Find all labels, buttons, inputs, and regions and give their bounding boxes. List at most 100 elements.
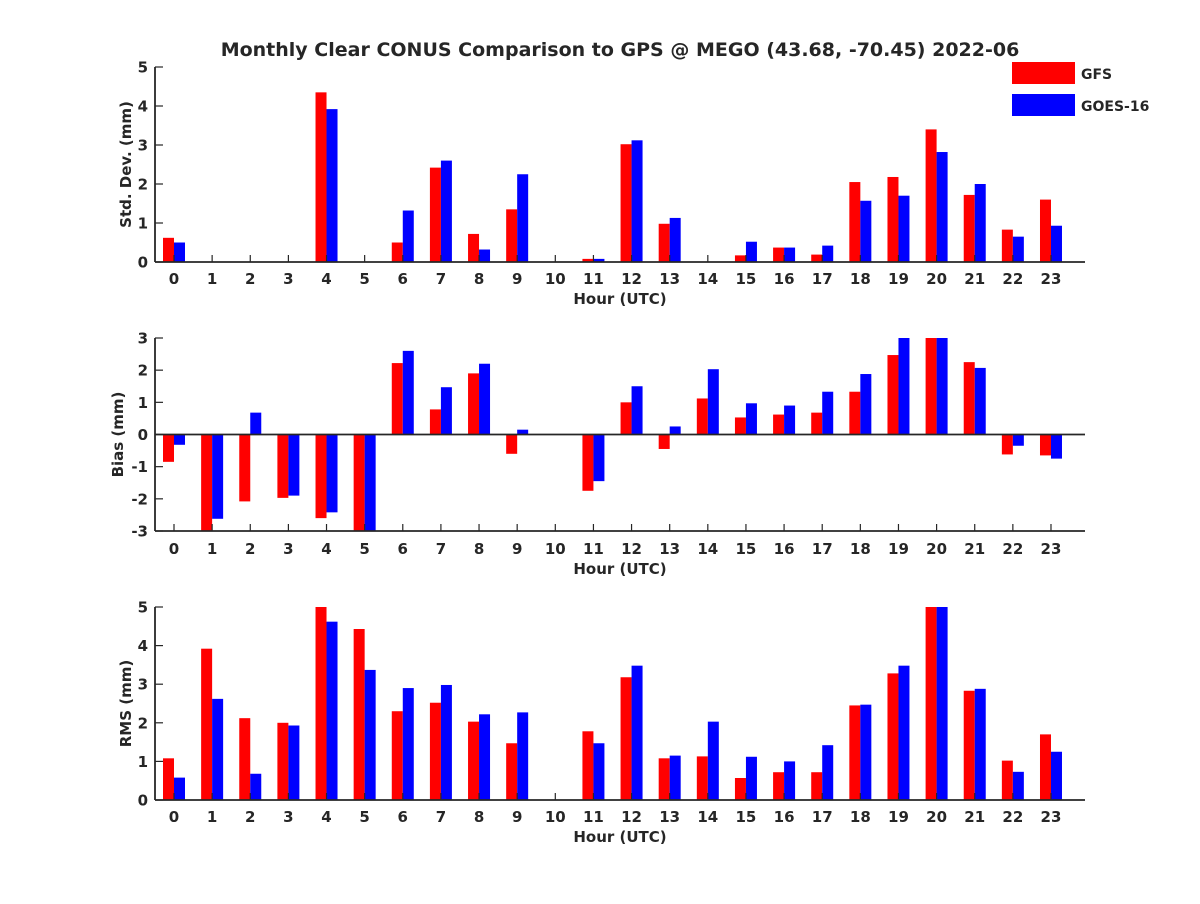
bar-goes16-hour-8 [479, 363, 491, 435]
bar-gfs-hour-2 [239, 434, 251, 502]
bar-gfs-hour-0 [163, 237, 174, 262]
x-tick-label: 9 [512, 540, 522, 558]
bar-gfs-hour-23 [1039, 199, 1051, 262]
bar-goes16-hour-11 [593, 743, 605, 800]
x-tick-label: 5 [359, 270, 369, 288]
x-tick-label: 4 [321, 808, 331, 826]
y-tick-label: 2 [138, 176, 148, 194]
x-tick-label: 2 [245, 270, 255, 288]
bar-goes16-hour-19 [898, 195, 910, 262]
bar-goes16-hour-18 [860, 704, 872, 800]
x-tick-label: 15 [736, 270, 757, 288]
bar-goes16-hour-19 [898, 665, 910, 800]
bar-goes16-hour-18 [860, 374, 872, 435]
x-tick-label: 20 [926, 540, 947, 558]
bar-gfs-hour-8 [468, 373, 480, 435]
y-tick-label: 0 [138, 254, 148, 272]
x-tick-label: 20 [926, 270, 947, 288]
x-tick-label: 0 [169, 540, 179, 558]
y-tick-label: -1 [131, 458, 148, 476]
bar-goes16-hour-1 [212, 434, 224, 519]
x-tick-label: 5 [359, 540, 369, 558]
x-tick-label: 0 [169, 270, 179, 288]
bar-gfs-hour-4 [315, 434, 327, 519]
y-axis-label: RMS (mm) [117, 660, 135, 747]
x-tick-label: 10 [545, 808, 566, 826]
y-tick-label: 3 [138, 137, 148, 155]
bar-gfs-hour-12 [620, 144, 632, 262]
bar-goes16-hour-3 [288, 725, 300, 800]
bar-gfs-hour-20 [925, 129, 937, 262]
bar-gfs-hour-14 [696, 398, 708, 435]
bar-goes16-hour-2 [250, 412, 262, 435]
bar-gfs-hour-9 [506, 209, 518, 262]
bar-goes16-hour-6 [402, 688, 414, 800]
x-tick-label: 12 [621, 808, 642, 826]
x-tick-label: 3 [283, 808, 293, 826]
bar-gfs-hour-20 [925, 338, 937, 435]
bar-gfs-hour-2 [239, 718, 251, 800]
bar-goes16-hour-5 [364, 434, 376, 531]
x-tick-label: 11 [583, 270, 604, 288]
x-tick-label: 14 [697, 270, 718, 288]
bar-gfs-hour-11 [582, 731, 594, 800]
x-tick-label: 8 [474, 540, 484, 558]
bar-gfs-hour-23 [1039, 734, 1051, 800]
bar-goes16-hour-5 [364, 669, 376, 800]
x-tick-label: 20 [926, 808, 947, 826]
bar-gfs-hour-12 [620, 402, 632, 435]
x-tick-label: 17 [812, 808, 833, 826]
bar-goes16-hour-4 [326, 434, 338, 513]
bar-gfs-hour-8 [468, 721, 480, 800]
bar-gfs-hour-13 [658, 434, 670, 449]
bar-gfs-hour-1 [201, 648, 213, 800]
x-axis-label: Hour (UTC) [573, 290, 666, 308]
bar-gfs-hour-18 [849, 182, 861, 262]
bar-goes16-hour-8 [479, 249, 491, 262]
bar-goes16-hour-19 [898, 338, 910, 435]
bar-goes16-hour-3 [288, 434, 300, 496]
bar-gfs-hour-17 [811, 772, 823, 800]
x-axis-label: Hour (UTC) [573, 560, 666, 578]
x-tick-label: 3 [283, 540, 293, 558]
bar-goes16-hour-16 [784, 405, 796, 435]
x-tick-label: 15 [736, 540, 757, 558]
bar-goes16-hour-16 [784, 761, 796, 800]
bar-goes16-hour-21 [974, 688, 986, 800]
bar-goes16-hour-23 [1050, 751, 1062, 800]
bar-gfs-hour-7 [429, 702, 441, 800]
bar-goes16-hour-22 [1012, 236, 1024, 262]
bar-gfs-hour-7 [429, 167, 441, 262]
bar-gfs-hour-5 [353, 434, 365, 531]
bar-gfs-hour-20 [925, 607, 937, 800]
bar-goes16-hour-23 [1050, 434, 1062, 459]
bar-gfs-hour-21 [963, 194, 975, 262]
x-tick-label: 23 [1041, 808, 1062, 826]
x-tick-label: 23 [1041, 540, 1062, 558]
bar-goes16-hour-9 [517, 174, 529, 262]
bar-gfs-hour-14 [696, 756, 708, 800]
x-tick-label: 2 [245, 540, 255, 558]
bar-gfs-hour-7 [429, 409, 441, 435]
bar-goes16-hour-6 [402, 350, 414, 435]
legend-swatch-gfs [1012, 62, 1075, 84]
bar-gfs-hour-11 [582, 258, 594, 262]
bar-goes16-hour-22 [1012, 434, 1024, 446]
bar-gfs-hour-4 [315, 607, 327, 800]
bar-gfs-hour-0 [163, 434, 174, 462]
bar-goes16-hour-12 [631, 140, 643, 262]
x-tick-label: 21 [964, 540, 985, 558]
x-tick-label: 12 [621, 540, 642, 558]
bar-gfs-hour-22 [1001, 434, 1013, 455]
x-tick-label: 3 [283, 270, 293, 288]
x-tick-label: 14 [697, 540, 718, 558]
bar-gfs-hour-16 [773, 247, 785, 262]
y-tick-label: 4 [138, 637, 148, 655]
x-tick-label: 5 [359, 808, 369, 826]
bar-goes16-hour-21 [974, 184, 986, 262]
bar-gfs-hour-21 [963, 690, 975, 800]
y-tick-label: 1 [138, 215, 148, 233]
x-tick-label: 4 [321, 540, 331, 558]
